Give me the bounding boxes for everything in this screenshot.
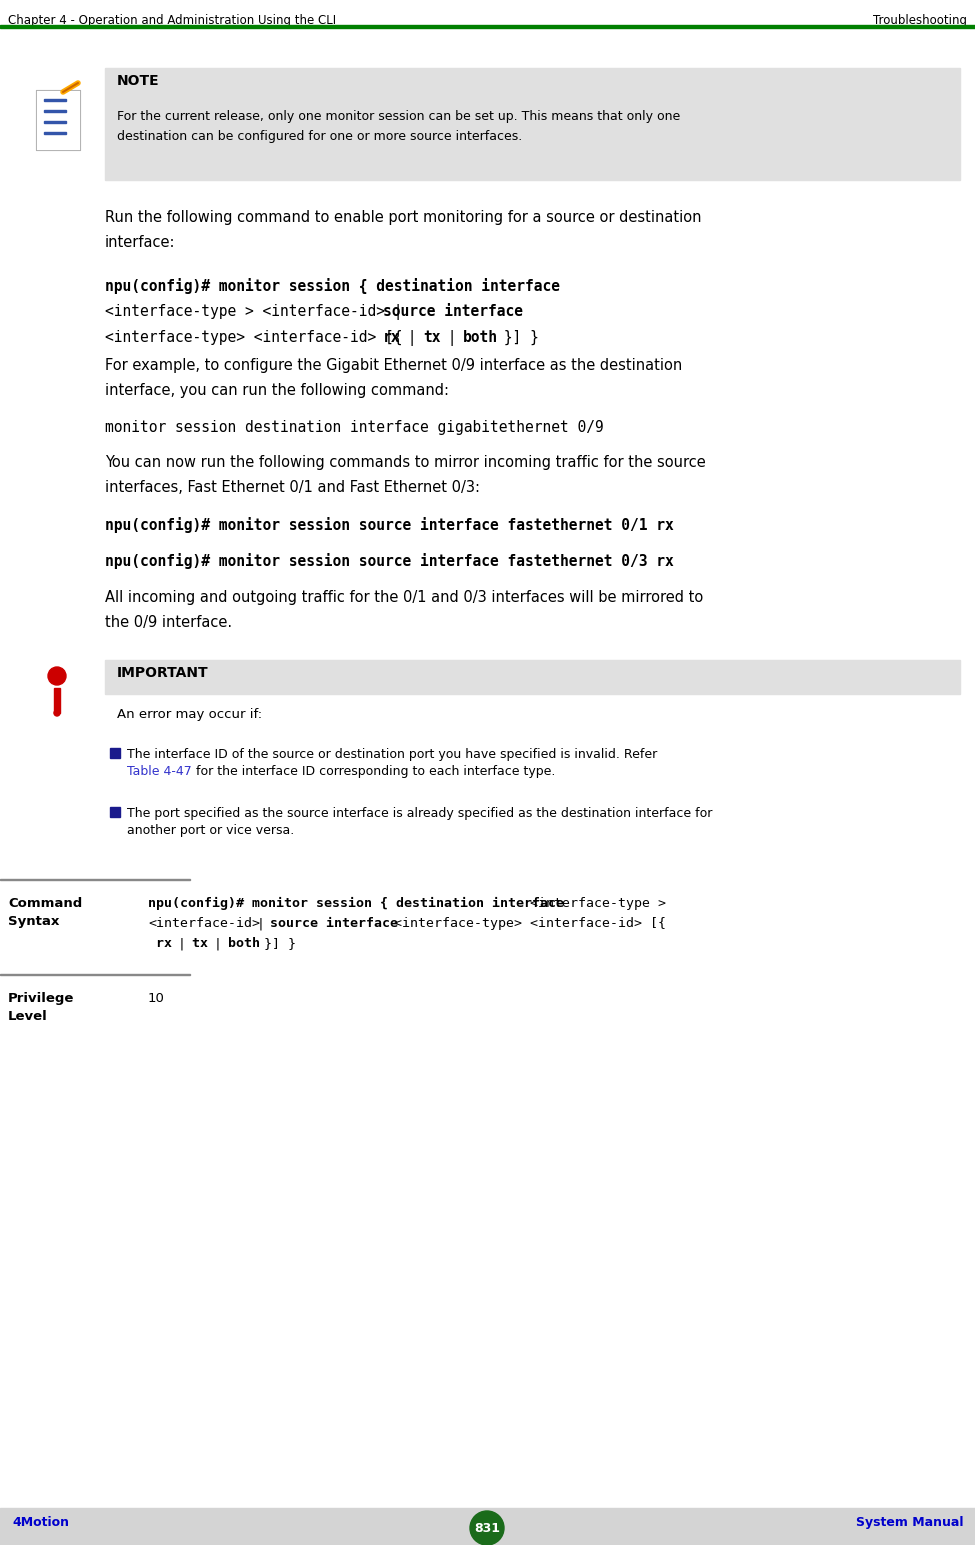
Text: monitor session destination interface gigabitethernet 0/9: monitor session destination interface gi… bbox=[105, 420, 604, 436]
Text: for the interface ID corresponding to each interface type.: for the interface ID corresponding to ea… bbox=[192, 765, 556, 779]
Text: Command
Syntax: Command Syntax bbox=[8, 898, 82, 929]
Text: npu(config)# monitor session { destination interface: npu(config)# monitor session { destinati… bbox=[148, 898, 572, 910]
Text: |: | bbox=[439, 331, 465, 346]
Bar bbox=[36, 90, 80, 150]
Bar bbox=[0, 25, 975, 28]
Text: }] }: }] } bbox=[494, 331, 538, 345]
Bar bbox=[110, 806, 120, 817]
Text: Privilege
Level: Privilege Level bbox=[8, 992, 74, 1023]
Text: tx: tx bbox=[184, 936, 208, 950]
Bar bbox=[44, 131, 66, 134]
Text: 4Motion: 4Motion bbox=[12, 1516, 69, 1530]
Text: For example, to configure the Gigabit Ethernet 0/9 interface as the destination
: For example, to configure the Gigabit Et… bbox=[105, 358, 682, 397]
Text: Troubleshooting: Troubleshooting bbox=[873, 14, 967, 26]
Text: NOTE: NOTE bbox=[117, 74, 160, 88]
Text: both: both bbox=[463, 331, 498, 345]
Circle shape bbox=[470, 1511, 504, 1545]
Text: You can now run the following commands to mirror incoming traffic for the source: You can now run the following commands t… bbox=[105, 454, 706, 494]
Bar bbox=[36, 90, 80, 150]
Text: npu(config)# monitor session { destination interface: npu(config)# monitor session { destinati… bbox=[105, 278, 560, 294]
Circle shape bbox=[54, 711, 60, 715]
Bar bbox=[105, 68, 960, 181]
Text: tx: tx bbox=[423, 331, 441, 345]
Text: rx: rx bbox=[148, 936, 172, 950]
Text: rx: rx bbox=[383, 331, 401, 345]
Bar bbox=[105, 660, 960, 694]
Text: 831: 831 bbox=[474, 1522, 500, 1534]
Circle shape bbox=[48, 667, 66, 684]
Text: <interface-type >: <interface-type > bbox=[529, 898, 666, 910]
Text: System Manual: System Manual bbox=[855, 1516, 963, 1530]
Text: Table 4-47: Table 4-47 bbox=[127, 765, 192, 779]
Text: }] }: }] } bbox=[256, 936, 296, 950]
Text: An error may occur if:: An error may occur if: bbox=[117, 708, 262, 722]
Text: another port or vice versa.: another port or vice versa. bbox=[127, 823, 294, 837]
Text: <interface-id>: <interface-id> bbox=[148, 918, 260, 930]
Text: Chapter 4 - Operation and Administration Using the CLI: Chapter 4 - Operation and Administration… bbox=[8, 14, 336, 26]
Text: The interface ID of the source or destination port you have specified is invalid: The interface ID of the source or destin… bbox=[127, 748, 657, 762]
Text: <interface-type> <interface-id> [{: <interface-type> <interface-id> [{ bbox=[385, 918, 666, 930]
Text: npu(config)# monitor session source interface fastethernet 0/1 rx: npu(config)# monitor session source inte… bbox=[105, 518, 674, 533]
Text: |: | bbox=[249, 918, 273, 930]
Text: Run the following command to enable port monitoring for a source or destination
: Run the following command to enable port… bbox=[105, 210, 701, 250]
Text: All incoming and outgoing traffic for the 0/1 and 0/3 interfaces will be mirrore: All incoming and outgoing traffic for th… bbox=[105, 590, 703, 630]
Text: source interface: source interface bbox=[270, 918, 399, 930]
Bar bbox=[44, 99, 66, 100]
Text: 10: 10 bbox=[148, 992, 165, 1004]
Text: |: | bbox=[170, 936, 185, 950]
Text: npu(config)# monitor session source interface fastethernet 0/3 rx: npu(config)# monitor session source inte… bbox=[105, 553, 674, 569]
Text: For the current release, only one monitor session can be set up. This means that: For the current release, only one monito… bbox=[117, 110, 681, 144]
Text: <interface-type> <interface-id> [{: <interface-type> <interface-id> [{ bbox=[105, 331, 411, 345]
Text: |: | bbox=[206, 936, 221, 950]
Bar bbox=[110, 748, 120, 759]
Bar bbox=[44, 121, 66, 124]
Text: |: | bbox=[399, 331, 425, 346]
Bar bbox=[44, 110, 66, 111]
Text: source interface: source interface bbox=[383, 304, 524, 318]
Text: IMPORTANT: IMPORTANT bbox=[117, 666, 209, 680]
Text: The port specified as the source interface is already specified as the destinati: The port specified as the source interfa… bbox=[127, 806, 713, 820]
Text: <interface-type > <interface-id> |: <interface-type > <interface-id> | bbox=[105, 304, 411, 320]
Bar bbox=[54, 688, 60, 712]
Text: both: both bbox=[220, 936, 260, 950]
Bar bbox=[0, 1508, 975, 1545]
